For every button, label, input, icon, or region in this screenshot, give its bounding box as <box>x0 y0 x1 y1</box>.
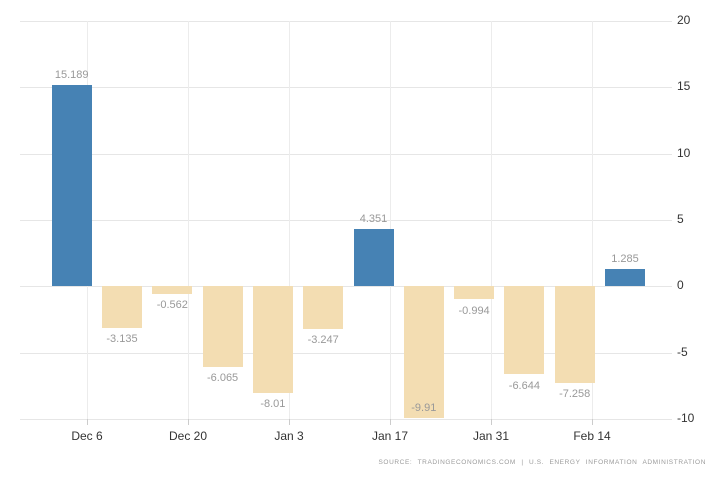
bar-value-label: 15.189 <box>54 68 89 81</box>
bar-10[interactable] <box>554 286 595 383</box>
bar-9[interactable] <box>504 286 545 375</box>
x-axis-label: Jan 17 <box>371 429 409 443</box>
x-axis-label: Jan 31 <box>472 429 510 443</box>
x-axis-label: Jan 3 <box>274 429 304 443</box>
gridline-v <box>188 21 189 419</box>
y-axis-label: -5 <box>677 344 688 359</box>
x-axis-label: Feb 14 <box>573 429 611 443</box>
y-axis-label: 5 <box>677 212 684 226</box>
bar-2[interactable] <box>152 286 193 294</box>
bar-value-label: -3.247 <box>307 334 339 347</box>
bar-value-label: -8.01 <box>260 397 286 410</box>
x-axis-label: Dec 20 <box>168 429 208 443</box>
bar-value-label: 4.351 <box>359 212 388 225</box>
gridline-v <box>491 21 492 419</box>
gridline-h <box>20 87 672 89</box>
bar-6[interactable] <box>353 228 394 287</box>
bar-5[interactable] <box>303 286 344 330</box>
x-axis-tick <box>188 419 189 425</box>
bar-value-label: -9.91 <box>411 401 437 414</box>
bar-value-label: -0.994 <box>458 304 490 317</box>
bar-1[interactable] <box>102 286 142 328</box>
gridline-h <box>20 352 672 354</box>
bar-value-label: 1.285 <box>611 253 639 266</box>
gridline-v <box>289 21 290 419</box>
bar-11[interactable] <box>605 269 645 287</box>
y-axis-label: 10 <box>677 145 691 160</box>
y-axis-label: 0 <box>677 278 684 293</box>
bar-8[interactable] <box>454 286 495 300</box>
x-axis-tick <box>390 419 391 425</box>
gridline-h <box>20 21 672 22</box>
gridline-h <box>20 153 672 155</box>
y-axis-label: 15 <box>677 79 691 94</box>
bar-value-label: -6.065 <box>206 371 239 384</box>
bar-4[interactable] <box>252 286 293 393</box>
source-attribution: SOURCE: TRADINGECONOMICS.COM | U.S. ENER… <box>378 459 706 466</box>
bar-value-label: -0.562 <box>156 298 188 311</box>
gridline-h <box>20 419 672 420</box>
bar-0[interactable] <box>51 84 92 287</box>
x-axis-label: Dec 6 <box>71 429 103 443</box>
bar-value-label: -3.135 <box>106 332 138 345</box>
x-axis-tick <box>491 419 492 425</box>
bar-value-label: -6.644 <box>508 379 540 392</box>
gridline-v <box>592 21 593 419</box>
x-axis-tick <box>87 419 88 425</box>
y-axis-label: 20 <box>677 13 691 27</box>
gridline-h <box>20 220 672 221</box>
gridline-v <box>390 21 391 419</box>
bar-3[interactable] <box>202 286 243 367</box>
x-axis-tick <box>289 419 290 425</box>
bar-7[interactable] <box>403 286 444 418</box>
gridline-h <box>20 286 672 288</box>
bar-value-label: -7.258 <box>559 387 591 400</box>
x-axis-tick <box>592 419 593 425</box>
y-axis-label: -10 <box>677 411 695 425</box>
